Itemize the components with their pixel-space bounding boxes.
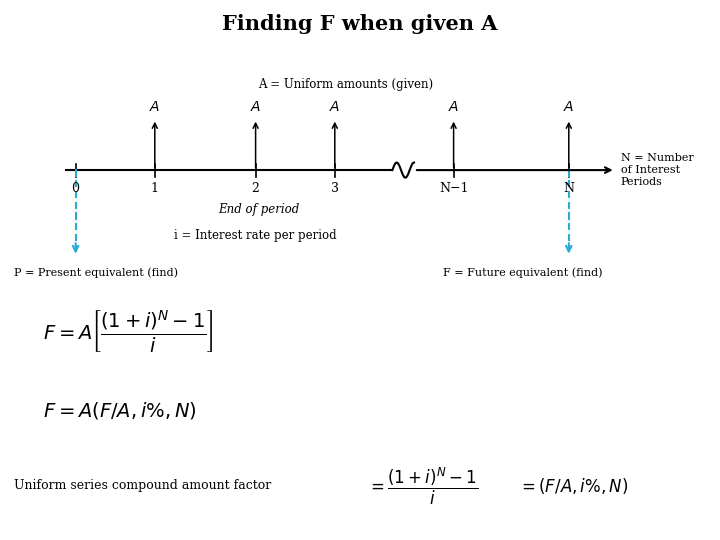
Text: F = Future equivalent (find): F = Future equivalent (find) xyxy=(443,267,603,278)
Text: Uniform series compound amount factor: Uniform series compound amount factor xyxy=(14,480,271,492)
Text: N: N xyxy=(563,182,575,195)
Text: $A$: $A$ xyxy=(329,100,341,114)
Text: $F = A(F/A, i\%, N)$: $F = A(F/A, i\%, N)$ xyxy=(43,400,197,421)
Text: $A$: $A$ xyxy=(250,100,261,114)
Text: A = Uniform amounts (given): A = Uniform amounts (given) xyxy=(258,78,433,91)
Text: $=(F/A, i\%, N)$: $=(F/A, i\%, N)$ xyxy=(518,476,629,496)
Text: 1: 1 xyxy=(150,182,159,195)
Text: $A$: $A$ xyxy=(448,100,459,114)
Text: 3: 3 xyxy=(330,182,339,195)
Text: $A$: $A$ xyxy=(563,100,575,114)
Text: $A$: $A$ xyxy=(149,100,161,114)
Text: N−1: N−1 xyxy=(439,182,468,195)
Text: P = Present equivalent (find): P = Present equivalent (find) xyxy=(14,267,179,278)
Text: $F = A\left[\dfrac{(1+i)^{N}-1}{i}\right]$: $F = A\left[\dfrac{(1+i)^{N}-1}{i}\right… xyxy=(43,308,214,354)
Text: End of period: End of period xyxy=(219,202,300,215)
Text: i = Interest rate per period: i = Interest rate per period xyxy=(174,230,337,242)
Text: N = Number
of Interest
Periods: N = Number of Interest Periods xyxy=(621,153,693,187)
Text: 2: 2 xyxy=(252,182,259,195)
Text: Finding F when given A: Finding F when given A xyxy=(222,14,498,33)
Text: 0: 0 xyxy=(71,182,80,195)
Text: $=\dfrac{(1+i)^{N}-1}{i}$: $=\dfrac{(1+i)^{N}-1}{i}$ xyxy=(367,465,479,507)
